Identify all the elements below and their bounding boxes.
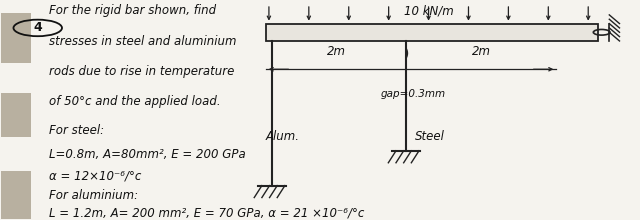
Text: For aluminium:: For aluminium:	[49, 189, 138, 202]
Text: rods due to rise in temperature: rods due to rise in temperature	[49, 65, 234, 78]
Text: stresses in steel and aluminium: stresses in steel and aluminium	[49, 35, 236, 48]
Text: 10 kN/m: 10 kN/m	[404, 4, 453, 17]
Text: 4: 4	[33, 21, 42, 35]
FancyBboxPatch shape	[1, 93, 31, 137]
FancyBboxPatch shape	[1, 13, 31, 63]
Text: ): )	[404, 47, 409, 61]
Text: Steel: Steel	[415, 130, 444, 143]
FancyBboxPatch shape	[1, 171, 31, 219]
Text: 2m: 2m	[326, 45, 346, 58]
Text: gap=0.3mm: gap=0.3mm	[381, 89, 446, 99]
Text: L=0.8m, A=80mm², E = 200 GPa: L=0.8m, A=80mm², E = 200 GPa	[49, 148, 245, 161]
Text: of 50°c and the applied load.: of 50°c and the applied load.	[49, 95, 220, 108]
FancyBboxPatch shape	[266, 24, 598, 41]
Text: 2m: 2m	[472, 45, 491, 58]
Text: α = 12×10⁻⁶/°c: α = 12×10⁻⁶/°c	[49, 169, 141, 182]
Text: For steel:: For steel:	[49, 124, 104, 137]
Text: For the rigid bar shown, find: For the rigid bar shown, find	[49, 4, 216, 17]
Text: Alum.: Alum.	[266, 130, 300, 143]
Text: L = 1.2m, A= 200 mm², E = 70 GPa, α = 21 ×10⁻⁶/°c: L = 1.2m, A= 200 mm², E = 70 GPa, α = 21…	[49, 206, 364, 219]
